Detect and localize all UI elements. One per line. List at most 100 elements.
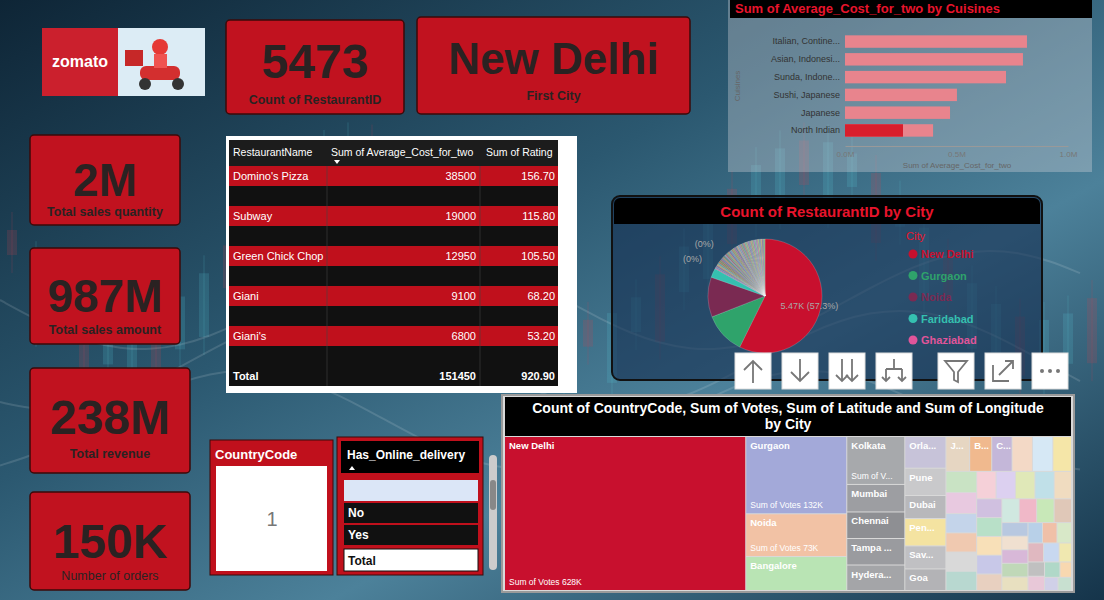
card-label: Total revenue xyxy=(70,447,150,461)
cell xyxy=(1020,499,1036,522)
slicer-item[interactable] xyxy=(344,525,478,545)
tick-label: Asian, Indonesi... xyxy=(771,54,840,64)
cell xyxy=(1002,537,1027,550)
slicer-item-label[interactable]: Total xyxy=(348,554,376,568)
slicer-frame xyxy=(210,440,333,575)
tick: 0.0M xyxy=(837,146,855,159)
tick: Sunda, Indone... xyxy=(774,72,840,82)
toolbar-button[interactable] xyxy=(829,353,865,389)
column-header: RestaurantName xyxy=(233,146,313,158)
cell xyxy=(977,575,1001,590)
slicer-item-label[interactable]: No xyxy=(348,506,364,520)
slicer-item[interactable] xyxy=(344,503,478,523)
slicer-item-blank[interactable] xyxy=(344,480,478,501)
cell-label: C... xyxy=(996,440,1011,451)
cell xyxy=(847,485,904,512)
cell-label: Pune xyxy=(909,472,932,483)
scrollbar-thumb[interactable] xyxy=(490,480,496,510)
cell xyxy=(746,437,846,513)
axis-line xyxy=(846,146,1069,147)
chart-background xyxy=(728,0,1092,172)
cell xyxy=(977,537,1001,555)
cell: 6800 xyxy=(452,330,476,342)
sort-indicator xyxy=(334,160,340,164)
kpi-card: 987MTotal sales amount xyxy=(30,248,180,344)
button-face[interactable] xyxy=(782,353,818,389)
button-icon[interactable] xyxy=(882,359,906,381)
cell-label: J... xyxy=(950,440,963,451)
button-icon[interactable] xyxy=(836,359,858,381)
button-icon[interactable] xyxy=(1048,369,1052,373)
cell: 156.70 xyxy=(521,170,555,182)
toolbar-button[interactable] xyxy=(1032,353,1068,389)
legend-entry: Gurgaon xyxy=(921,270,967,282)
cell xyxy=(847,437,904,484)
data-label: Sum of Votes 628K xyxy=(509,577,582,587)
slicer-body xyxy=(216,466,327,571)
scrollbar[interactable] xyxy=(489,455,497,570)
tick-label: Japanese xyxy=(801,108,840,118)
slicer-countrycode: CountryCode1 xyxy=(210,440,333,575)
cell-label: Chennai xyxy=(851,515,888,526)
slicer-item-label[interactable]: Yes xyxy=(348,528,369,542)
button-face[interactable] xyxy=(876,353,912,389)
cell-label: Tampa ... xyxy=(851,542,891,553)
chart-title: Count of CountryCode, Sum of Votes, Sum … xyxy=(532,400,1044,432)
data-label: (0%) xyxy=(683,254,702,264)
slicer-value[interactable]: 1 xyxy=(266,508,277,530)
cell xyxy=(970,437,991,471)
button-icon[interactable] xyxy=(1056,369,1060,373)
table-row xyxy=(229,166,558,186)
canvas: zomato5473Count of RestaurantIDNew Delhi… xyxy=(0,0,1104,600)
scooter-wheel xyxy=(172,78,184,90)
button-face[interactable] xyxy=(985,353,1021,389)
toolbar-button[interactable] xyxy=(985,353,1021,389)
cell xyxy=(1002,523,1027,536)
cell xyxy=(1016,472,1034,498)
legend-entry: Ghaziabad xyxy=(921,334,977,346)
legend-marker xyxy=(909,271,918,280)
card-value: New Delhi xyxy=(448,34,658,83)
button-icon[interactable] xyxy=(744,361,762,383)
cell xyxy=(847,566,904,590)
button-icon[interactable] xyxy=(1040,369,1044,373)
cell-label: Kolkata xyxy=(851,440,886,451)
toolbar-button[interactable] xyxy=(735,353,771,389)
button-icon[interactable] xyxy=(993,361,1013,381)
row-spacer xyxy=(229,306,558,326)
tick-label: 0.5M xyxy=(948,150,966,159)
cell xyxy=(905,469,945,495)
toolbar-button[interactable] xyxy=(876,353,912,389)
table-row xyxy=(229,246,558,266)
button-face[interactable] xyxy=(938,353,974,389)
legend-marker xyxy=(909,250,918,259)
button-icon[interactable] xyxy=(945,361,967,382)
pie-chart: Count of RestaurantID by City5.47K (57.3… xyxy=(612,196,1042,380)
cell-label: B... xyxy=(974,440,989,451)
cell xyxy=(1057,523,1071,542)
title-bar xyxy=(614,198,1040,224)
card-background xyxy=(226,20,404,114)
cell: Domino's Pizza xyxy=(233,170,309,182)
slice xyxy=(761,239,765,296)
cell-label: Hydera... xyxy=(851,569,891,580)
toolbar-button[interactable] xyxy=(782,353,818,389)
slice xyxy=(759,239,765,296)
cell xyxy=(1045,578,1057,590)
button-face[interactable] xyxy=(1032,353,1068,389)
cell xyxy=(946,472,976,492)
legend-entry: Faridabad xyxy=(921,313,974,325)
button-icon[interactable] xyxy=(791,359,809,381)
cell xyxy=(1002,577,1027,590)
cell: 68.20 xyxy=(527,290,555,302)
bar xyxy=(845,35,1027,47)
cell xyxy=(1033,437,1052,471)
data-label: Sum of V... xyxy=(851,471,892,481)
toolbar-button[interactable] xyxy=(938,353,974,389)
header-row xyxy=(229,140,558,166)
card-label: First City xyxy=(526,89,580,103)
button-face[interactable] xyxy=(735,353,771,389)
cell xyxy=(992,437,1011,471)
slicer-item[interactable] xyxy=(344,549,478,571)
button-face[interactable] xyxy=(829,353,865,389)
